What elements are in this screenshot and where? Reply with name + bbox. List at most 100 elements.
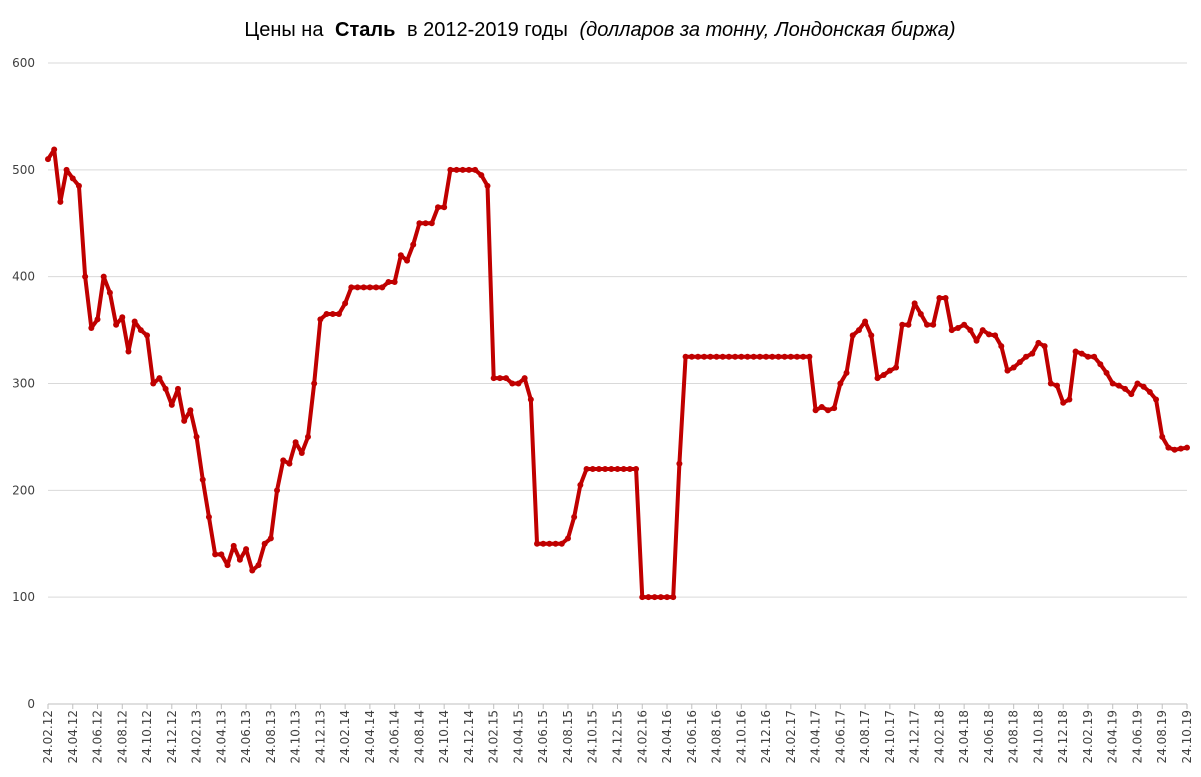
point (193, 433, 200, 440)
point (676, 460, 683, 467)
x-tick-label: 24.12.15 (611, 710, 625, 763)
x-tick-label: 24.04.18 (957, 710, 971, 763)
point (794, 353, 801, 360)
point (1109, 380, 1116, 387)
line (46, 147, 1188, 600)
point (304, 433, 311, 440)
point (651, 594, 658, 601)
point (961, 321, 968, 328)
title-part: Сталь (335, 19, 395, 41)
point (243, 546, 250, 553)
point (540, 540, 547, 547)
point (503, 375, 510, 382)
x-tick-label: 24.06.18 (982, 710, 996, 763)
point (63, 166, 70, 173)
x-tick-label: 24.12.12 (165, 710, 179, 763)
point (373, 284, 380, 291)
point (453, 166, 460, 173)
point (558, 540, 565, 547)
point (812, 407, 819, 414)
x-tick-label: 24.12.16 (759, 710, 773, 763)
point (546, 540, 553, 547)
point (620, 465, 627, 472)
point (899, 321, 906, 328)
x-tick-label: 24.08.16 (710, 710, 724, 763)
point (385, 279, 392, 286)
point (199, 476, 206, 483)
point (1029, 350, 1036, 357)
point (893, 364, 900, 371)
point (769, 353, 776, 360)
point (366, 284, 373, 291)
point (707, 353, 714, 360)
point (57, 198, 64, 205)
point (94, 316, 101, 323)
x-tick-label: 24.12.18 (1056, 710, 1070, 763)
point (323, 311, 330, 318)
x-tick-label: 24.04.15 (511, 710, 525, 763)
x-tick-label: 24.10.13 (289, 710, 303, 763)
point (738, 353, 745, 360)
point (1041, 343, 1048, 350)
point (936, 295, 943, 302)
point (602, 465, 609, 472)
point (156, 375, 163, 382)
point (348, 284, 355, 291)
x-tick-label: 24.08.13 (264, 710, 278, 763)
title-part: (долларов за тонну, Лондонская биржа) (580, 19, 956, 41)
point (992, 332, 999, 339)
point (577, 481, 584, 488)
point (905, 321, 912, 328)
point (150, 380, 157, 387)
point (447, 166, 454, 173)
point (205, 514, 212, 521)
point (131, 318, 138, 325)
x-tick-label: 24.06.13 (239, 710, 253, 763)
point (1016, 359, 1023, 366)
point (1054, 382, 1061, 389)
point (750, 353, 757, 360)
x-tick-label: 24.04.14 (363, 710, 377, 763)
point (862, 318, 869, 325)
point (113, 321, 120, 328)
point (831, 405, 838, 412)
point (236, 556, 243, 563)
point (534, 540, 541, 547)
x-tick-label: 24.04.17 (809, 710, 823, 763)
point (763, 353, 770, 360)
point (657, 594, 664, 601)
x-tick-label: 24.02.13 (190, 710, 204, 763)
point (397, 252, 404, 259)
point (1010, 364, 1017, 371)
point (261, 540, 268, 547)
point (800, 353, 807, 360)
x-tick-label: 24.08.14 (412, 710, 426, 763)
point (973, 337, 980, 344)
x-tick-label: 24.04.13 (214, 710, 228, 763)
x-tick-label: 24.10.15 (586, 710, 600, 763)
y-tick-label: 400 (12, 270, 35, 284)
point (781, 353, 788, 360)
point (181, 417, 188, 424)
point (125, 348, 132, 355)
point (162, 385, 169, 392)
point (187, 407, 194, 414)
point (100, 273, 107, 280)
point (1146, 389, 1153, 396)
point (744, 353, 751, 360)
x-tick-label: 24.10.16 (734, 710, 748, 763)
point (51, 146, 58, 153)
point (552, 540, 559, 547)
point (515, 380, 522, 387)
x-tick-label: 24.02.17 (784, 710, 798, 763)
x-tick-label: 24.06.19 (1130, 710, 1144, 763)
point (917, 311, 924, 318)
point (379, 284, 386, 291)
point (1184, 444, 1190, 451)
x-tick-label: 24.02.18 (932, 710, 946, 763)
point (645, 594, 652, 601)
point (1078, 350, 1085, 357)
point (818, 404, 825, 411)
point (1084, 353, 1091, 360)
